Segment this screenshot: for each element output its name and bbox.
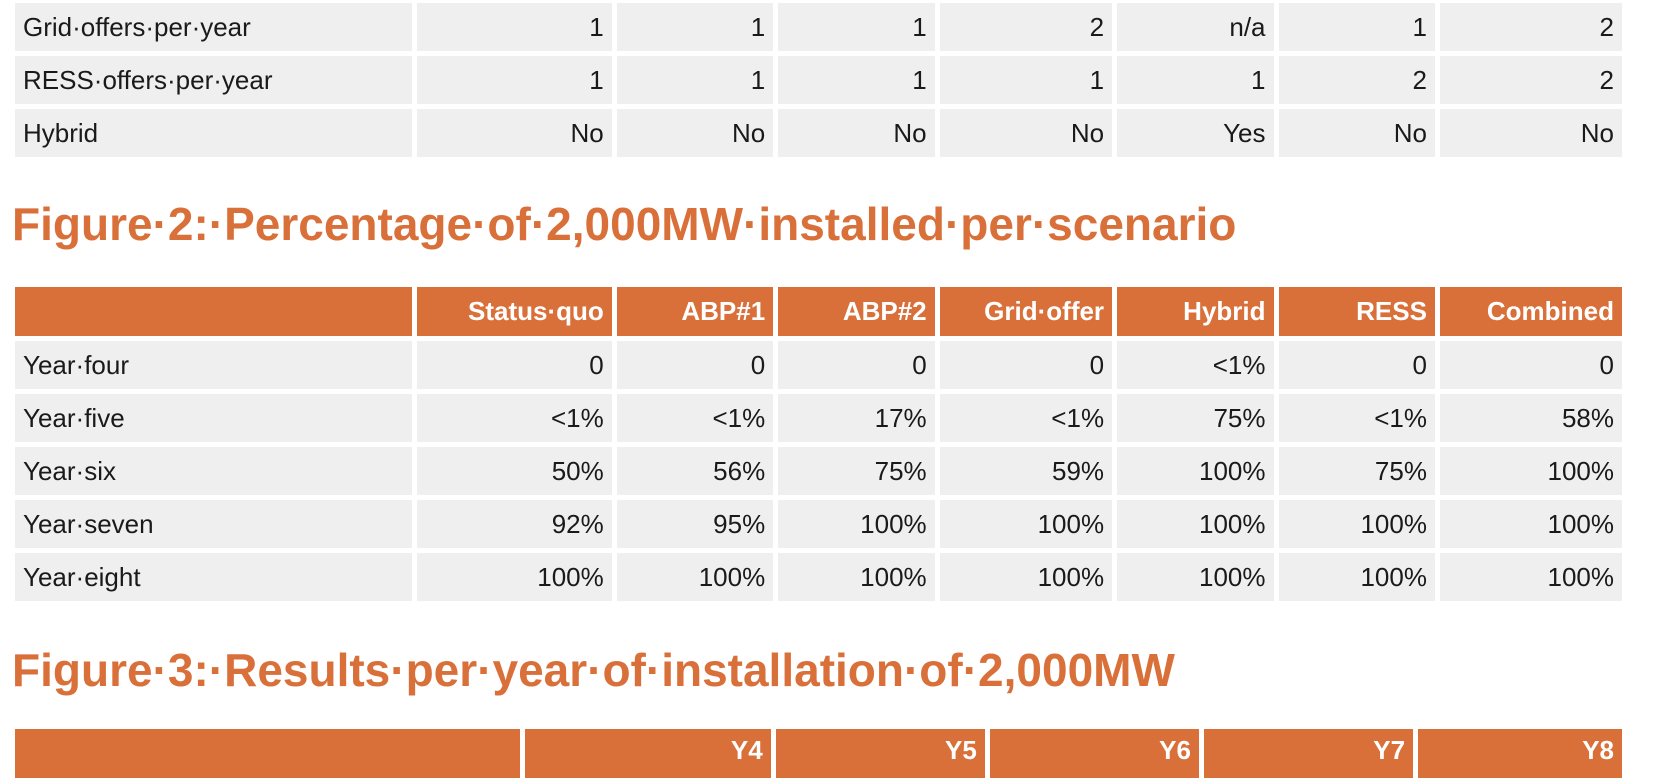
table-row: Year·six 50% 56% 75% 59% 100% 75% 100% [15,447,1622,495]
table-cell: <1% [1117,341,1274,389]
table-cell: 100% [1439,553,1622,601]
table-header-row: Y4 Y5 Y6 Y7 Y8 [15,729,1622,778]
table-row: Year·five <1% <1% 17% <1% 75% <1% 58% [15,394,1622,442]
table-cell: 100% [416,553,612,601]
table-cell: 2 [939,3,1113,51]
table-cell: 75% [1117,394,1274,442]
column-header: RESS [1278,287,1435,336]
table-cell: 56% [616,447,774,495]
table-cell: 92% [416,500,612,548]
table-cell: 1 [416,3,612,51]
column-header: Y7 [1203,729,1414,778]
table-cell: No [939,109,1113,157]
table-cell: 100% [1117,500,1274,548]
figure-3-title: Figure·3:·Results·per·year·of·installati… [12,644,1175,696]
column-header: Y8 [1418,729,1622,778]
table-cell: 2 [1439,3,1622,51]
column-header [15,287,412,336]
figure-3-table: Y4 Y5 Y6 Y7 Y8 [10,724,1627,783]
column-header: Grid·offer [939,287,1113,336]
column-header: Y5 [775,729,985,778]
table-cell: 0 [1439,341,1622,389]
table-cell: 0 [1278,341,1435,389]
table-cell: 1 [1117,56,1274,104]
row-label: Year·five [15,394,412,442]
table-cell: n/a [1117,3,1274,51]
row-label: Year·eight [15,553,412,601]
table-cell: 100% [939,500,1113,548]
table-row: Year·seven 92% 95% 100% 100% 100% 100% 1… [15,500,1622,548]
table-cell: <1% [616,394,774,442]
table-cell: 95% [616,500,774,548]
table-cell: 1 [416,56,612,104]
table-header-row: Status·quo ABP#1 ABP#2 Grid·offer Hybrid… [15,287,1622,336]
table-row: Grid·offers·per·year 1 1 1 2 n/a 1 2 [15,3,1622,51]
table-row: Year·four 0 0 0 0 <1% 0 0 [15,341,1622,389]
column-header: Y4 [525,729,771,778]
row-label: Hybrid [15,109,412,157]
table-cell: Yes [1117,109,1274,157]
table-cell: No [1278,109,1435,157]
table-cell: 100% [1439,500,1622,548]
table-cell: 1 [778,3,935,51]
table-cell: 17% [778,394,935,442]
row-label: Year·seven [15,500,412,548]
table-cell: 1 [939,56,1113,104]
table-cell: 75% [778,447,935,495]
table-cell: 100% [939,553,1113,601]
column-header: Status·quo [416,287,612,336]
table-cell: 0 [416,341,612,389]
scenario-parameters-table: Grid·offers·per·year 1 1 1 2 n/a 1 2 RES… [10,0,1627,162]
table-cell: 1 [778,56,935,104]
table-cell: 59% [939,447,1113,495]
table-cell: <1% [1278,394,1435,442]
column-header: ABP#2 [778,287,935,336]
table-cell: 100% [778,500,935,548]
figure-2-title: Figure·2:·Percentage·of·2,000MW·installe… [12,198,1237,250]
table-cell: 0 [616,341,774,389]
table-cell: <1% [416,394,612,442]
column-header: Hybrid [1117,287,1274,336]
table-cell: No [616,109,774,157]
table-cell: 1 [616,56,774,104]
table-cell: 2 [1439,56,1622,104]
table-row: Hybrid No No No No Yes No No [15,109,1622,157]
table-cell: 2 [1278,56,1435,104]
row-label: Grid·offers·per·year [15,3,412,51]
table-cell: 1 [616,3,774,51]
column-header [15,729,521,778]
column-header: ABP#1 [616,287,774,336]
table-cell: 1 [1278,3,1435,51]
table-cell: 100% [778,553,935,601]
column-header: Y6 [989,729,1199,778]
table-cell: 0 [939,341,1113,389]
table-cell: 0 [778,341,935,389]
table-row: RESS·offers·per·year 1 1 1 1 1 2 2 [15,56,1622,104]
table-cell: 100% [1278,553,1435,601]
table-cell: 100% [1117,447,1274,495]
row-label: Year·six [15,447,412,495]
table-row: Year·eight 100% 100% 100% 100% 100% 100%… [15,553,1622,601]
table-cell: 100% [1278,500,1435,548]
table-cell: 50% [416,447,612,495]
table-cell: 75% [1278,447,1435,495]
column-header: Combined [1439,287,1622,336]
table-cell: 100% [616,553,774,601]
table-cell: 58% [1439,394,1622,442]
table-cell: No [778,109,935,157]
table-cell: No [1439,109,1622,157]
table-cell: 100% [1439,447,1622,495]
row-label: Year·four [15,341,412,389]
table-cell: 100% [1117,553,1274,601]
row-label: RESS·offers·per·year [15,56,412,104]
table-cell: <1% [939,394,1113,442]
table-cell: No [416,109,612,157]
figure-2-table: Status·quo ABP#1 ABP#2 Grid·offer Hybrid… [10,282,1627,606]
